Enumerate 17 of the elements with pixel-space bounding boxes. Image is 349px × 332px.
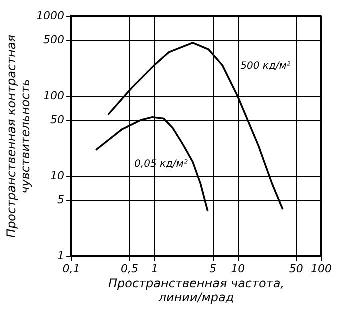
x-tick-label: 5 — [210, 262, 217, 276]
y-tick-label: 10 — [50, 170, 64, 182]
series-label: 500 кд/м² — [240, 61, 291, 72]
x-tick-label: 0,5 — [120, 262, 138, 276]
x-tick-label: 1 — [151, 262, 158, 276]
y-tick-label: 100 — [44, 90, 64, 102]
y-axis-title: Пространственная контрастная чувствительность — [4, 35, 33, 238]
y-tick-label: 1000 — [36, 10, 64, 22]
y-tick-label: 50 — [50, 114, 64, 127]
x-tick-label: 10 — [231, 262, 246, 276]
x-tick-label: 100 — [311, 262, 332, 276]
y-tick-label: 5 — [58, 194, 64, 207]
y-tick-label: 1 — [58, 250, 64, 262]
x-tick-label: 0,1 — [62, 262, 80, 276]
x-tick-label: 50 — [289, 262, 304, 276]
y-tick-label: 500 — [44, 34, 64, 47]
x-axis-title: Пространственная частота, линии/мрад — [108, 276, 285, 304]
